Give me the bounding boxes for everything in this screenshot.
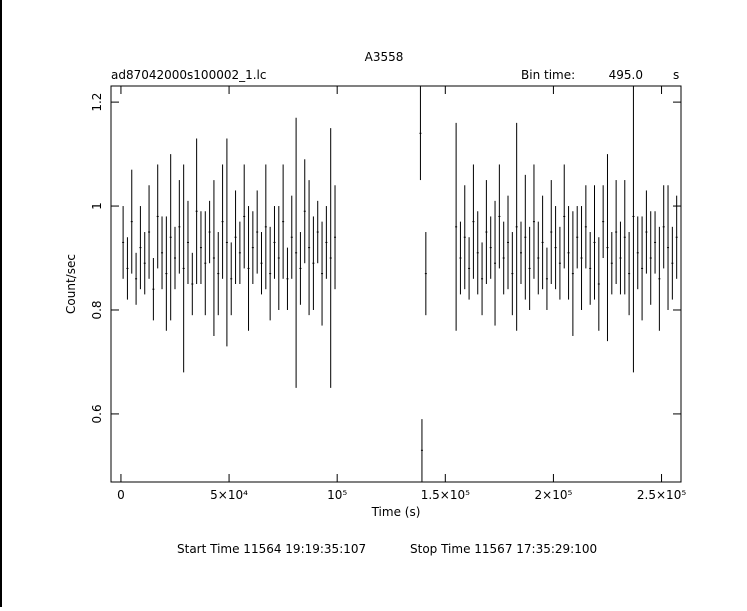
start-time: Start Time 11564 19:19:35:107: [177, 542, 366, 556]
x-tick-label: 10⁵: [327, 488, 347, 502]
x-tick-label: 1.5×10⁵: [421, 488, 470, 502]
y-tick-label: 1: [90, 202, 104, 210]
x-tick-label: 2×10⁵: [535, 488, 573, 502]
y-tick-label: 0.8: [90, 300, 104, 319]
x-tick-label: 2.5×10⁵: [637, 488, 686, 502]
x-axis-label: Time (s): [371, 505, 421, 519]
bin-label: Bin time:: [521, 68, 575, 82]
x-tick-label: 5×10⁴: [210, 488, 248, 502]
bin-unit: s: [673, 68, 679, 82]
marks: [122, 86, 678, 482]
stop-time: Stop Time 11567 17:35:29:100: [410, 542, 597, 556]
y-axis-label: Count/sec: [64, 254, 78, 314]
plot-frame: [110, 85, 682, 483]
file-name: ad87042000s100002_1.lc: [111, 68, 267, 82]
bin-value: 495.0: [609, 68, 643, 82]
chart-title: A3558: [365, 50, 404, 64]
y-tick-label: 0.6: [90, 404, 104, 423]
y-tick-label: 1.2: [90, 93, 104, 112]
x-tick-label: 0: [117, 488, 125, 502]
